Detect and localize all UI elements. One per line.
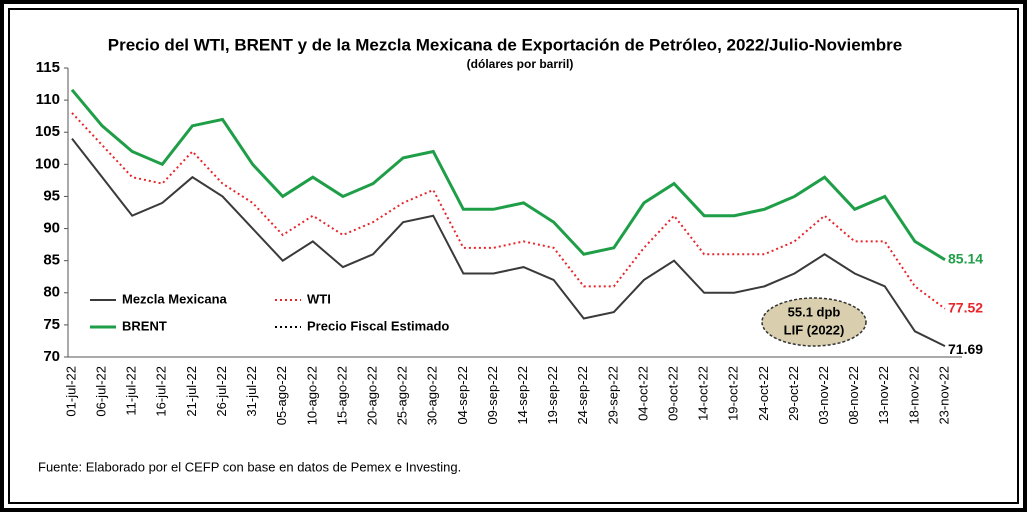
annotation-bubble	[761, 297, 867, 347]
x-tick-label: 29-sep-22	[605, 366, 620, 425]
x-tick-label: 10-ago-22	[304, 366, 319, 425]
y-tick-label: 80	[43, 284, 60, 301]
x-tick-label: 18-nov-22	[906, 366, 921, 425]
x-tick-label: 14-oct-22	[696, 366, 711, 421]
y-tick-label: 90	[43, 220, 60, 237]
x-tick-label: 29-oct-22	[786, 366, 801, 421]
legend-label: Precio Fiscal Estimado	[307, 318, 449, 333]
x-tick-label: 13-nov-22	[876, 366, 891, 425]
x-tick-label: 09-oct-22	[666, 366, 681, 421]
x-tick-label: 04-oct-22	[635, 366, 650, 421]
x-tick-label: 19-sep-22	[545, 366, 560, 425]
x-tick-label: 03-nov-22	[816, 366, 831, 425]
legend-label: WTI	[307, 291, 331, 306]
y-tick-label: 110	[36, 91, 60, 108]
x-tick-label: 24-oct-22	[756, 366, 771, 421]
x-tick-label: 01-jul-22	[63, 366, 78, 417]
y-tick-label: 85	[43, 252, 60, 269]
annotation: 55.1 dpb	[788, 304, 841, 319]
data-label: 71.69	[948, 341, 983, 357]
y-tick-label: 95	[43, 187, 60, 204]
inner-frame	[8, 8, 1019, 504]
chart-subtitle: (dólares por barril)	[467, 57, 574, 71]
y-tick-label: 115	[36, 59, 60, 76]
x-tick-label: 09-sep-22	[485, 366, 500, 425]
y-tick-label: 100	[35, 155, 60, 172]
data-label: 85.14	[948, 250, 983, 266]
x-tick-label: 31-jul-22	[244, 366, 259, 417]
y-tick-label: 70	[43, 348, 60, 365]
x-tick-label: 26-jul-22	[214, 366, 229, 417]
x-tick-label: 21-jul-22	[184, 366, 199, 417]
series-line	[70, 88, 946, 262]
x-tick-label: 23-nov-22	[936, 366, 951, 425]
x-tick-label: 20-ago-22	[364, 366, 379, 425]
x-tick-label: 15-ago-22	[334, 366, 349, 425]
x-tick-label: 04-sep-22	[455, 366, 470, 425]
data-label: 77.52	[948, 299, 983, 315]
x-tick-label: 19-oct-22	[726, 366, 741, 421]
legend-label: BRENT	[122, 318, 167, 333]
y-tick-label: 75	[43, 316, 60, 333]
legend-label: Mezcla Mexicana	[122, 291, 228, 306]
x-tick-label: 05-ago-22	[274, 366, 289, 425]
x-tick-label: 24-sep-22	[575, 366, 590, 425]
annotation: LIF (2022)	[784, 322, 845, 337]
source-note: Fuente: Elaborado por el CEFP con base e…	[38, 459, 461, 474]
chart-title: Precio del WTI, BRENT y de la Mezcla Mex…	[108, 35, 903, 54]
x-tick-label: 08-nov-22	[846, 366, 861, 425]
x-tick-label: 11-jul-22	[124, 366, 139, 416]
x-tick-label: 14-sep-22	[515, 366, 530, 425]
x-tick-label: 06-jul-22	[94, 366, 109, 417]
x-tick-label: 25-ago-22	[395, 366, 410, 425]
series-line	[71, 112, 946, 310]
x-tick-label: 30-ago-22	[425, 366, 440, 425]
x-tick-label: 16-jul-22	[154, 366, 169, 417]
y-tick-label: 105	[35, 123, 60, 140]
series-line	[71, 138, 946, 348]
